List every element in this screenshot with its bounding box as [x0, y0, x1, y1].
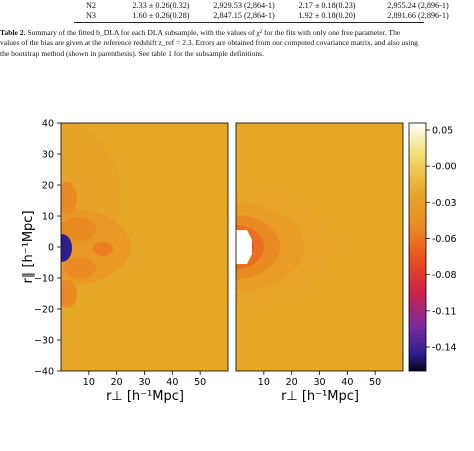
left-core-center — [61, 234, 72, 262]
table-cell-bias: 2.33 ± 0.26(0.32) — [132, 1, 190, 11]
table-cell-label: N3 — [86, 11, 97, 21]
colorbar-tick-label: -0.14 — [432, 343, 457, 354]
x-axis-label-left: r⊥ [h⁻¹Mpc] — [106, 389, 184, 404]
colorbar-tick-label: -0.06 — [432, 234, 457, 245]
x-axis-label-right: r⊥ [h⁻¹Mpc] — [281, 389, 359, 404]
caption-line-1-text: Summary of the fitted b_DLA for each DLA… — [27, 28, 401, 37]
x-axis-ticks-left: 10 20 30 40 50 — [83, 371, 206, 388]
y-tick-label: 30 — [42, 150, 54, 161]
x-tick-label: 40 — [166, 377, 178, 388]
x-tick-label: 30 — [138, 377, 150, 388]
right-panel — [235, 122, 404, 372]
colorbar-tick-label: 0.05 — [432, 126, 453, 137]
x-tick-label: 50 — [369, 377, 381, 388]
left-patch-d — [61, 280, 77, 308]
y-tick-label: −30 — [34, 336, 54, 347]
x-tick-label: 40 — [341, 377, 353, 388]
colorbar: 0.05 -0.00 -0.03 -0.06 -0.08 -0.11 -0.14 — [408, 122, 457, 372]
table-row: N2 2.33 ± 0.26(0.32) 2,929.53 (2,864-1) 2.1… — [86, 1, 466, 11]
x-tick-label: 10 — [83, 377, 95, 388]
colorbar-tick-label: -0.11 — [432, 306, 457, 317]
table-cell-chi2: 2,929.53 (2,864-1) — [213, 1, 275, 11]
table-cell-bias2: 1.92 ± 0.18(0.20) — [298, 11, 356, 21]
x-tick-label: 10 — [258, 377, 270, 388]
colorbar-gradient — [408, 122, 427, 372]
table-caption: Table 2. Summary of the fitted b_DLA for… — [0, 28, 474, 59]
table-bottom-rule — [74, 22, 424, 23]
y-tick-label: 10 — [42, 212, 54, 223]
x-tick-label: 30 — [313, 377, 325, 388]
summary-table: N12.03 ± 0.26(0.32)2,844.53 (2,864-1)2.0… — [86, 0, 466, 22]
x-tick-label: 20 — [286, 377, 298, 388]
table-cell-chi2: 2,847.15 (2,864-1) — [213, 11, 275, 21]
y-axis-label: r∥ [h⁻¹Mpc] — [21, 210, 36, 283]
caption-label: Table 2. — [0, 28, 26, 37]
y-tick-label: −40 — [34, 367, 54, 378]
colorbar-ticks: 0.05 -0.00 -0.03 -0.06 -0.08 -0.11 -0.14 — [426, 126, 457, 354]
y-axis-ticks: 40 30 20 10 0 −10 −20 −30 −40 — [34, 119, 61, 378]
y-tick-label: −20 — [34, 305, 54, 316]
colorbar-tick-label: -0.03 — [432, 198, 457, 209]
x-tick-label: 20 — [111, 377, 123, 388]
table-cell-bias: 1.60 ± 0.26(0.28) — [132, 11, 190, 21]
left-panel-contours — [61, 123, 131, 308]
colorbar-tick-label: -0.00 — [432, 162, 457, 173]
caption-line-1: Table 2. Summary of the fitted b_DLA for… — [0, 28, 474, 38]
table-cell-label: N2 — [86, 1, 97, 11]
right-masked-region — [236, 230, 252, 264]
caption-line-3: the bootstrap method (shown in parenthes… — [0, 48, 265, 58]
y-tick-label: 40 — [42, 119, 54, 130]
table-cell-chi2b: 2,955.24 (2,896-1) — [387, 1, 449, 11]
x-axis-ticks-right: 10 20 30 40 50 — [258, 371, 381, 388]
caption-line-2: values of the bias are given at the refe… — [0, 38, 418, 48]
right-panel-contours — [236, 187, 336, 307]
left-patch-e — [61, 182, 77, 214]
table-row: N3 1.60 ± 0.26(0.28) 2,847.15 (2,864-1) 1.9… — [86, 11, 466, 21]
x-tick-label: 50 — [194, 377, 206, 388]
left-panel — [60, 122, 229, 372]
y-tick-label: −10 — [34, 274, 54, 285]
left-core — [61, 220, 97, 276]
y-tick-label: 0 — [48, 243, 54, 254]
left-patch-c — [93, 242, 113, 256]
colorbar-tick-label: -0.08 — [432, 270, 457, 281]
table-cell-bias2: 2.17 ± 0.18(0.23) — [298, 1, 356, 11]
y-tick-label: 20 — [42, 181, 54, 192]
table-cell-chi2b: 2,891.66 (2,896-1) — [387, 11, 449, 21]
